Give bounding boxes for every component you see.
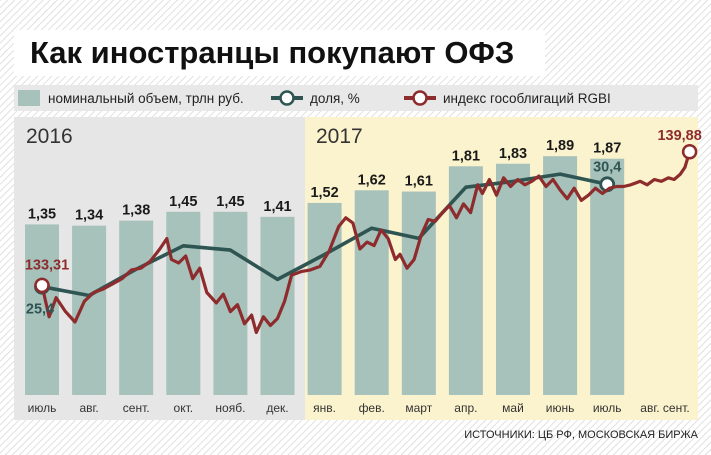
legend-share-marker [279, 90, 295, 106]
source-note: ИСТОЧНИКИ: ЦБ РФ, МОСКОВСКАЯ БИРЖА [464, 429, 698, 441]
legend-share: доля, % [271, 90, 360, 106]
bar-2 [119, 220, 154, 395]
bar-value-label-2: 1,38 [122, 203, 150, 219]
x-tick-1: авг. [79, 401, 98, 415]
year-label-2016: 2016 [26, 125, 73, 148]
index-end-label: 139,88 [657, 128, 701, 144]
bar-11 [543, 156, 578, 395]
legend-index: индекс гособлигаций RGBI [404, 90, 611, 106]
index-start-label: 133,31 [25, 257, 69, 273]
index-end-marker [681, 144, 698, 160]
legend-bar-swatch [18, 90, 40, 106]
bar-8 [401, 191, 436, 395]
bar-labels-layer: 1,35 1,34 1,38 1,45 1,45 1,41 1,52 1,62 1,61 1,81… [28, 138, 621, 224]
x-tick-8: март [405, 401, 432, 415]
bar-10 [496, 163, 530, 395]
x-tick-0: июль [28, 401, 57, 415]
bar-value-label-10: 1,83 [499, 146, 527, 162]
x-tick-13: авг. сент. [640, 401, 689, 415]
year-label-2017: 2017 [316, 125, 363, 148]
x-tick-4: нояб. [215, 401, 245, 415]
bar-value-label-12: 1,87 [593, 141, 621, 157]
bar-12 [590, 158, 625, 395]
legend-index-marker [412, 90, 428, 106]
bar-7 [354, 190, 389, 395]
bar-4 [213, 211, 248, 395]
bar-value-label-9: 1,81 [452, 148, 480, 164]
x-tick-labels: июль авг. сент. окт. нояб. дек. янв. фев. март ап… [28, 401, 690, 415]
panel-2016 [14, 117, 305, 420]
x-tick-10: май [502, 401, 524, 415]
legend-bars-label: номинальный объем, трлн руб. [48, 91, 244, 106]
bar-value-label-5: 1,41 [263, 199, 291, 215]
index-start-marker [34, 277, 50, 294]
x-tick-3: окт. [174, 401, 194, 415]
x-tick-5: дек. [266, 401, 288, 415]
bar-value-label-4: 1,45 [216, 194, 244, 210]
legend-bars: номинальный объем, трлн руб. [18, 90, 244, 106]
chart-title: Как иностранцы покупают ОФЗ [30, 35, 514, 70]
x-tick-11: июнь [546, 401, 575, 415]
bar-1 [72, 225, 107, 395]
bar-value-label-1: 1,34 [75, 208, 103, 224]
x-tick-12: июль [593, 401, 622, 415]
bar-value-label-11: 1,89 [546, 138, 574, 154]
bar-value-label-6: 1,52 [310, 185, 338, 201]
bar-value-label-3: 1,45 [169, 194, 197, 210]
bar-value-label-0: 1,35 [28, 206, 56, 222]
x-tick-6: янв. [313, 401, 336, 415]
bar-value-label-7: 1,62 [358, 172, 386, 188]
title-box [14, 30, 545, 76]
legend-index-label: индекс гособлигаций RGBI [443, 91, 611, 106]
bar-3 [166, 211, 201, 395]
x-tick-7: фев. [359, 401, 385, 415]
bar-5 [260, 216, 295, 395]
share-end-label: 30,4 [593, 159, 621, 175]
x-tick-9: апр. [454, 401, 477, 415]
x-tick-2: сент. [123, 401, 150, 415]
legend-strip [14, 85, 698, 111]
legend-share-label: доля, % [310, 91, 360, 106]
index-line [40, 150, 692, 335]
index-series [34, 144, 698, 335]
bar-value-label-8: 1,61 [405, 174, 433, 190]
bars-layer [25, 156, 625, 395]
share-start-label: 25,4 [26, 302, 54, 318]
